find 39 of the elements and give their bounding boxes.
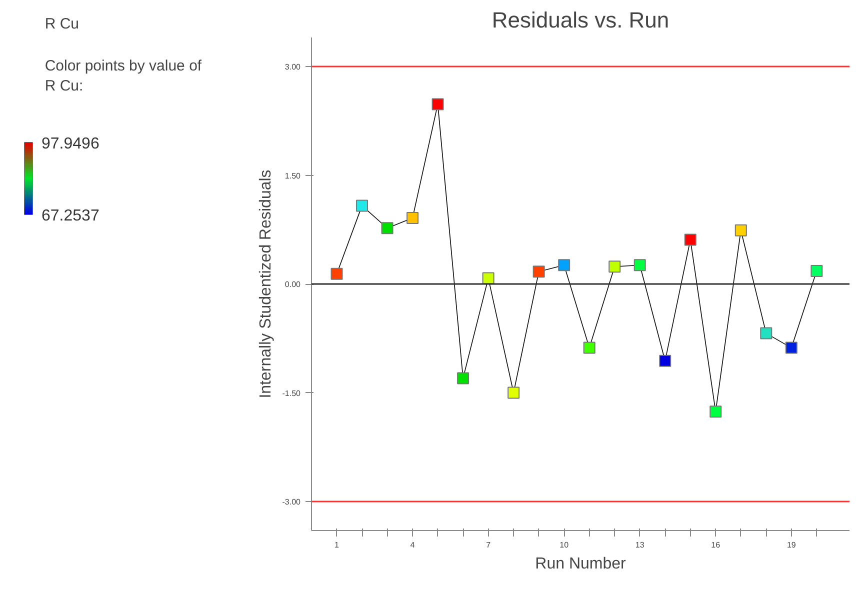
point [406,212,419,224]
y-tick-label: -3.00 [282,498,302,506]
point [608,260,621,273]
x-tick-label: 16 [711,540,721,550]
point [734,224,747,236]
color-bar-title: Color points by value of R Cu: [44,58,202,94]
text: R Cu [44,16,80,32]
x-axis-title: Run Number [535,556,627,572]
point [508,386,520,399]
point [381,222,394,234]
point [710,406,722,418]
point [785,342,798,354]
color-bar-label: 97.9496 [42,136,100,152]
y-tick-label: 0.00 [284,280,302,289]
point [558,259,570,272]
point [482,272,494,284]
point [432,98,444,110]
point [457,372,470,384]
y-axis-title: Internally Studentized Residuals [257,170,274,398]
point [583,342,596,354]
y-tick-label: 1.50 [284,171,302,180]
point [330,268,343,280]
x-tick-label: 4 [410,540,416,550]
x-tick-label: 1 [334,540,340,550]
point [659,354,672,367]
point [810,264,823,277]
chart-title: Residuals vs. Run [492,8,670,32]
point [532,266,545,278]
point [760,327,772,340]
x-tick-label: 19 [786,540,796,550]
y-tick-label: 3.00 [284,62,302,72]
x-tick-label: 10 [560,540,570,550]
point [684,234,696,246]
color-bar-label: 67.2537 [42,208,100,224]
y-tick-label: -1.50 [282,388,302,398]
x-tick-label: 13 [635,540,645,550]
point [356,200,368,212]
x-tick-label: 7 [486,540,492,550]
point [634,259,646,272]
